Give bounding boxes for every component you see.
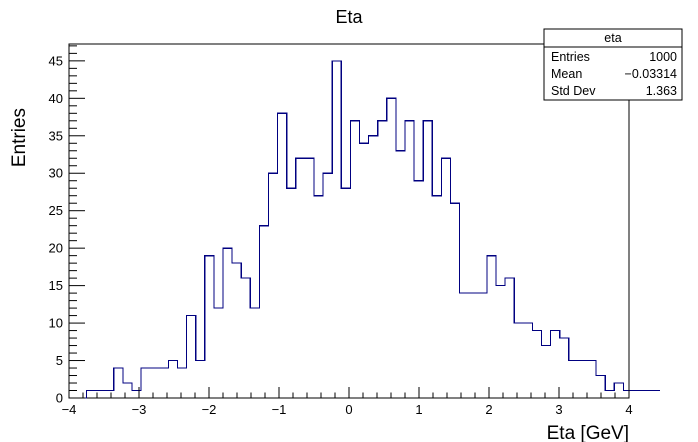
stats-label-entries: Entries — [551, 50, 590, 64]
x-tick-label: −1 — [272, 402, 287, 417]
x-tick-label: 1 — [415, 402, 422, 417]
stats-label-std-dev: Std Dev — [551, 84, 596, 98]
x-tick-label: 2 — [485, 402, 492, 417]
x-tick-label: −2 — [202, 402, 217, 417]
y-tick-label: 35 — [49, 128, 63, 143]
y-tick-label: 15 — [49, 278, 63, 293]
x-tick-label: 0 — [345, 402, 352, 417]
stats-box-name: eta — [604, 31, 621, 45]
stats-label-mean: Mean — [551, 67, 582, 81]
stats-box-frame — [543, 28, 683, 101]
y-tick-label: 20 — [49, 241, 63, 256]
x-tick-label: −4 — [62, 402, 77, 417]
y-tick-label: 5 — [56, 353, 63, 368]
y-tick-label: 40 — [49, 91, 63, 106]
y-tick-label: 10 — [49, 316, 63, 331]
stats-value-entries: 1000 — [649, 50, 677, 64]
stats-value-std-dev: 1.363 — [646, 84, 677, 98]
histogram-outline — [77, 60, 660, 399]
stats-box: eta Entries 1000 Mean −0.03314 Std Dev 1… — [543, 28, 683, 101]
x-axis-title: Eta [GeV] — [547, 423, 629, 442]
y-tick-label: 45 — [49, 53, 63, 68]
x-tick-label: −3 — [132, 402, 147, 417]
stats-value-mean: −0.03314 — [625, 67, 678, 81]
histogram-layer — [77, 60, 660, 399]
y-tick-label: 25 — [49, 203, 63, 218]
x-tick-label: 3 — [555, 402, 562, 417]
y-tick-label: 30 — [49, 166, 63, 181]
y-tick-label: 0 — [56, 391, 63, 406]
x-tick-label: 4 — [625, 402, 632, 417]
y-axis-title: Entries — [9, 108, 30, 167]
chart-title: Eta — [335, 7, 363, 27]
